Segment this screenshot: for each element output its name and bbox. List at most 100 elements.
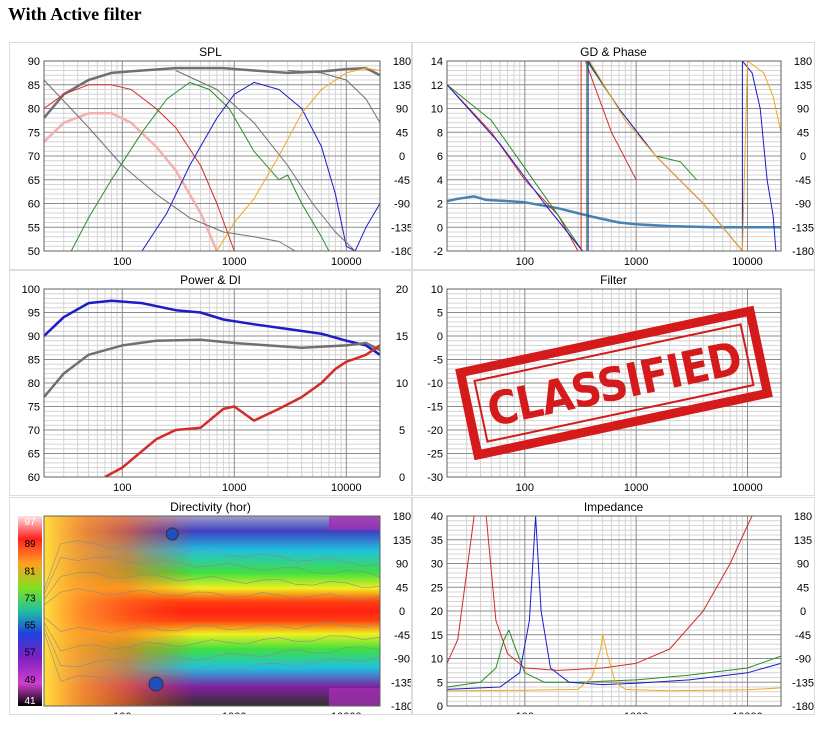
y-tick-label: 15 [431,630,443,642]
directivity-plot-frame [43,515,381,707]
spl-series-3 [70,81,330,251]
spl-series-2 [44,112,219,251]
y2-tick-label: 135 [393,80,411,92]
y-tick-label: 80 [28,104,40,116]
y2-tick-label: 0 [399,472,405,484]
x-tick-label: 100 [516,256,534,268]
y2-tick-label: 135 [393,535,411,547]
colorbar-label: 57 [24,648,36,659]
power-plot-frame [43,288,381,478]
filter-title: Filter [600,273,627,287]
impedance-series-4 [447,634,781,692]
y-tick-label: 95 [28,308,40,320]
y2-tick-label: -45 [394,175,410,187]
y-tick-label: 85 [28,355,40,367]
colorbar-label: 81 [24,566,36,577]
y2-tick-label: 135 [794,535,812,547]
x-tick-label: 1000 [624,711,648,714]
gd-series-2 [447,84,583,251]
y2-tick-label: -90 [795,199,811,211]
power-series-2 [104,344,380,477]
y-tick-label: 0 [437,701,443,713]
spl-grid [43,60,381,252]
x-tick-label: 100 [516,711,534,714]
x-tick-label: 1000 [624,256,648,268]
y2-tick-label: 135 [794,80,812,92]
gd-series-1 [447,84,579,251]
y2-tick-label: -45 [795,630,811,642]
power-series-1 [44,338,380,398]
power-series-0 [44,299,380,356]
y-tick-label: 35 [431,535,443,547]
gd-phase-title: GD & Phase [580,45,647,59]
y2-tick-label: -90 [394,199,410,211]
spl-panel: SPL 100 1000 10000 50 55 60 65 70 75 80 85 90 180 135… [9,42,412,270]
y-tick-label: 20 [431,606,443,618]
power-di-panel: Power & DI 100 1000 10000 60 65 70 75 80 85 90 95 1… [9,270,412,496]
y2-tick-label: 90 [797,559,809,571]
spl-series-8 [287,70,380,124]
y2-tick-label: -45 [795,175,811,187]
y-tick-label: 75 [28,402,40,414]
y2-tick-label: 180 [794,511,812,523]
x-tick-label: 10000 [331,482,362,494]
y2-tick-label: -180 [391,701,411,713]
y-tick-label: 65 [28,175,40,187]
y-tick-label: 90 [28,56,40,68]
x-tick-label: 100 [113,482,131,494]
gd-series-0 [447,195,781,229]
y-tick-label: 14 [431,56,443,68]
y2-tick-label: 180 [393,56,411,68]
y2-tick-label: 90 [396,559,408,571]
gd-phase-panel: GD & Phase 100 1000 10000 -2 0 2 4 6 8 10 12 14 180 1… [412,42,815,270]
y2-tick-label: 90 [396,104,408,116]
gd-grid [446,60,782,252]
y-tick-label: 55 [28,222,40,234]
y-tick-label: 4 [437,175,443,187]
y2-tick-label: 90 [797,104,809,116]
x-tick-label: 10000 [732,256,763,268]
y2-tick-label: 180 [794,56,812,68]
y2-tick-label: 0 [800,606,806,618]
filter-panel: Filter 100 1000 10000 -30 -25 -20 -15 -10 -5 0 5 10… [412,270,815,496]
y2-tick-label: 5 [399,425,405,437]
page-title: With Active filter [8,4,142,24]
y2-tick-label: 0 [800,151,806,163]
y-tick-label: 80 [28,378,40,390]
y2-tick-label: 15 [396,331,408,343]
gd-series-7 [588,61,781,251]
spl-series-7 [175,70,356,251]
y-tick-label: -10 [427,378,443,390]
y-tick-label: 100 [22,284,40,296]
x-tick-label: 10000 [732,482,763,494]
x-tick-label: 1000 [624,482,648,494]
y2-tick-label: -180 [792,246,814,258]
x-tick-label: 100 [113,256,131,268]
y-tick-label: 50 [28,246,40,258]
y2-tick-label: 45 [797,582,809,594]
impedance-plot-frame [446,515,782,707]
y2-tick-label: -180 [792,701,814,713]
y2-tick-label: -135 [792,222,814,234]
power-grid [43,288,381,478]
power-di-title: Power & DI [180,273,241,287]
impedance-panel: Impedance 100 1000 10000 0 5 10 15 20 25 30 35 40 18… [412,497,815,715]
gd-series-3 [447,84,583,251]
spl-series-5 [216,67,380,251]
y-tick-label: 60 [28,472,40,484]
x-tick-label: 100 [516,482,534,494]
y-tick-label: -2 [433,246,443,258]
y-tick-label: 5 [437,308,443,320]
gd-plot-frame [446,60,782,252]
spl-title: SPL [199,45,222,59]
x-tick-label: 1000 [222,482,246,494]
y2-tick-label: -45 [394,630,410,642]
impedance-series-3 [447,516,781,690]
spl-series-6 [44,79,296,251]
y2-tick-label: 0 [399,606,405,618]
directivity-title: Directivity (hor) [170,500,251,514]
colorbar-label: 89 [24,539,36,550]
y-tick-label: 2 [437,199,443,211]
y-tick-label: 90 [28,331,40,343]
colorbar-label: 73 [24,593,36,604]
